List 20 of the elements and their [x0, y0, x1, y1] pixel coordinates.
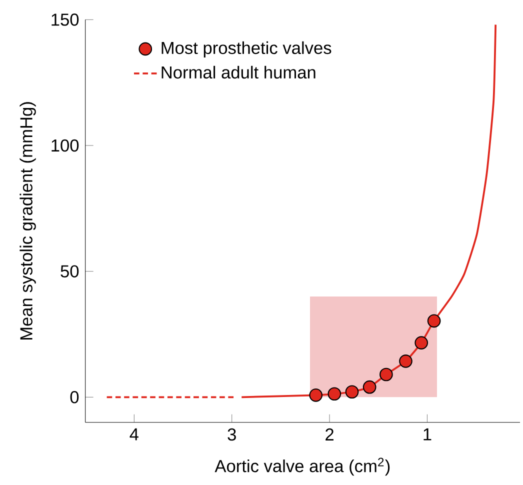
point — [309, 388, 323, 402]
x-tick-label: 1 — [424, 428, 432, 440]
x-tick-label: 3 — [228, 428, 236, 441]
y-tick-label: 50 — [60, 265, 79, 278]
point — [328, 387, 342, 401]
y-tick-label: 0 — [70, 391, 79, 404]
x-tick-label: 2 — [326, 428, 334, 440]
point — [362, 380, 376, 394]
point — [427, 314, 441, 328]
y-tick-label: 150 — [52, 14, 79, 26]
legend-label: Normal adult human — [162, 66, 316, 79]
point — [414, 336, 428, 350]
y-tick-label: 100 — [52, 139, 79, 152]
legend-label: Most prosthetic valves — [162, 41, 332, 58]
y-axis-title: Mean systolic gradient (mmHg) — [20, 102, 36, 340]
point — [399, 354, 412, 368]
point — [380, 368, 393, 382]
x-tick-label: 4 — [130, 428, 138, 440]
point — [345, 385, 359, 399]
x-axis-title: Aortic valve area (cm$^{2}$) — [214, 458, 390, 476]
